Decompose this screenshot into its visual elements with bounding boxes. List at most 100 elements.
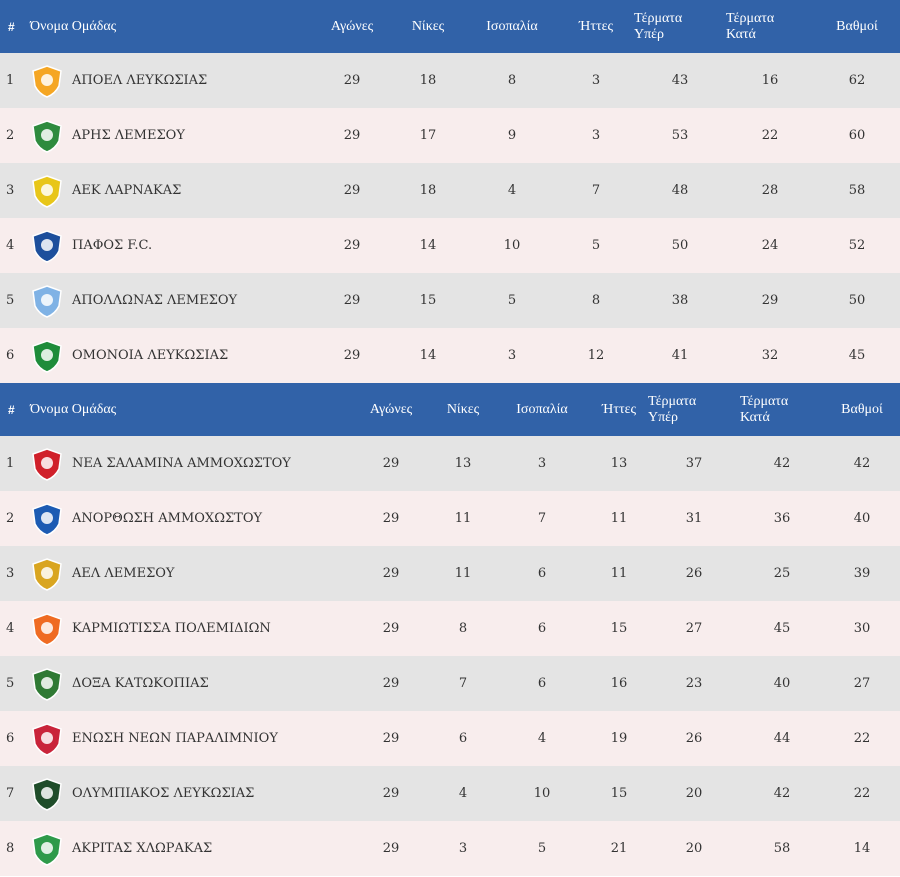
wins-cell: 14 bbox=[419, 238, 437, 253]
points-cell: 14 bbox=[853, 841, 871, 856]
draws-cell: 6 bbox=[537, 621, 547, 636]
table-row: 5 ΑΠΟΛΛΩΝΑΣ ΛΕΜΕΣΟΥ 29 15 5 8 38 29 50 bbox=[0, 273, 900, 328]
team-cell[interactable]: ΔΟΞΑ ΚΑΤΩΚΟΠΙΑΣ bbox=[30, 656, 350, 711]
losses-cell: 19 bbox=[610, 731, 628, 746]
played-cell: 29 bbox=[382, 676, 400, 691]
team-cell[interactable]: ΕΝΩΣΗ ΝΕΩΝ ΠΑΡΑΛΙΜΝΙΟΥ bbox=[30, 711, 350, 766]
team-name[interactable]: ΑΕΛ ΛΕΜΕΣΟΥ bbox=[72, 566, 175, 581]
goals-for-cell: 38 bbox=[671, 293, 689, 308]
team-cell[interactable]: ΑΠΟΕΛ ΛΕΥΚΩΣΙΑΣ bbox=[30, 53, 314, 108]
goals-for-cell: 26 bbox=[685, 731, 703, 746]
points-cell: 42 bbox=[853, 456, 871, 471]
team-cell[interactable]: ΝΕΑ ΣΑΛΑΜΙΝΑ ΑΜΜΟΧΩΣΤΟΥ bbox=[30, 436, 350, 491]
team-cell[interactable]: ΚΑΡΜΙΩΤΙΣΣΑ ΠΟΛΕΜΙΔΙΩΝ bbox=[30, 601, 350, 656]
points-cell: 50 bbox=[848, 293, 866, 308]
team-cell[interactable]: ΑΕΛ ΛΕΜΕΣΟΥ bbox=[30, 546, 350, 601]
goals-against-cell: 40 bbox=[773, 676, 791, 691]
team-cell[interactable]: ΑΡΗΣ ΛΕΜΕΣΟΥ bbox=[30, 108, 314, 163]
wins-cell: 15 bbox=[419, 293, 437, 308]
table-row: 4 ΠΑΦΟΣ F.C. 29 14 10 5 50 24 52 bbox=[0, 218, 900, 273]
championship-table: # Όνομα Ομάδας Αγώνες Νίκες Ισοπαλία Ήττ… bbox=[0, 0, 900, 383]
rank-cell: 6 bbox=[6, 731, 15, 746]
goals-against-cell: 42 bbox=[773, 786, 791, 801]
rank-cell: 1 bbox=[6, 456, 15, 471]
points-cell: 60 bbox=[848, 128, 866, 143]
table-row: 2 ΑΝΟΡΘΩΣΗ ΑΜΜΟΧΩΣΤΟΥ 29 11 7 11 31 36 40 bbox=[0, 491, 900, 546]
olympiakos-logo bbox=[30, 777, 64, 811]
goals-for-cell: 43 bbox=[671, 73, 689, 88]
enp-logo bbox=[30, 722, 64, 756]
header-goals-against: Τέρματα Κατά bbox=[740, 393, 789, 425]
team-name[interactable]: ΑΚΡΙΤΑΣ ΧΛΩΡΑΚΑΣ bbox=[72, 841, 213, 856]
rank-cell: 4 bbox=[6, 238, 15, 253]
rank-cell: 2 bbox=[6, 128, 15, 143]
table-row: 5 ΔΟΞΑ ΚΑΤΩΚΟΠΙΑΣ 29 7 6 16 23 40 27 bbox=[0, 656, 900, 711]
wins-cell: 18 bbox=[419, 183, 437, 198]
goals-for-cell: 27 bbox=[685, 621, 703, 636]
draws-cell: 3 bbox=[507, 348, 517, 363]
rank-cell: 7 bbox=[6, 786, 15, 801]
rank-cell: 5 bbox=[6, 293, 15, 308]
draws-cell: 6 bbox=[537, 566, 547, 581]
nea-salamina-logo bbox=[30, 447, 64, 481]
team-name[interactable]: ΑΕΚ ΛΑΡΝΑΚΑΣ bbox=[72, 183, 182, 198]
goals-against-cell: 58 bbox=[773, 841, 791, 856]
team-cell[interactable]: ΟΜΟΝΟΙΑ ΛΕΥΚΩΣΙΑΣ bbox=[30, 328, 314, 383]
team-cell[interactable]: ΠΑΦΟΣ F.C. bbox=[30, 218, 314, 273]
draws-cell: 4 bbox=[537, 731, 547, 746]
played-cell: 29 bbox=[343, 293, 361, 308]
table-row: 1 ΑΠΟΕΛ ΛΕΥΚΩΣΙΑΣ 29 18 8 3 43 16 62 bbox=[0, 53, 900, 108]
table-row: 4 ΚΑΡΜΙΩΤΙΣΣΑ ΠΟΛΕΜΙΔΙΩΝ 29 8 6 15 27 45 30 bbox=[0, 601, 900, 656]
draws-cell: 7 bbox=[537, 511, 547, 526]
header-wins: Νίκες bbox=[411, 18, 445, 34]
team-name[interactable]: ΕΝΩΣΗ ΝΕΩΝ ΠΑΡΑΛΙΜΝΙΟΥ bbox=[72, 731, 278, 746]
played-cell: 29 bbox=[382, 566, 400, 581]
team-name[interactable]: ΚΑΡΜΙΩΤΙΣΣΑ ΠΟΛΕΜΙΔΙΩΝ bbox=[72, 621, 271, 636]
rank-cell: 1 bbox=[6, 73, 15, 88]
team-name[interactable]: ΑΠΟΕΛ ΛΕΥΚΩΣΙΑΣ bbox=[72, 73, 208, 88]
goals-for-cell: 41 bbox=[671, 348, 689, 363]
header-played: Αγώνες bbox=[369, 401, 413, 417]
goals-against-cell: 32 bbox=[761, 348, 779, 363]
team-name[interactable]: ΑΡΗΣ ΛΕΜΕΣΟΥ bbox=[72, 128, 185, 143]
table-row: 3 ΑΕΛ ΛΕΜΕΣΟΥ 29 11 6 11 26 25 39 bbox=[0, 546, 900, 601]
team-cell[interactable]: ΑΚΡΙΤΑΣ ΧΛΩΡΑΚΑΣ bbox=[30, 821, 350, 876]
goals-for-cell: 48 bbox=[671, 183, 689, 198]
draws-cell: 4 bbox=[507, 183, 517, 198]
points-cell: 62 bbox=[848, 73, 866, 88]
header-draws: Ισοπαλία bbox=[486, 18, 538, 34]
rank-cell: 5 bbox=[6, 676, 15, 691]
losses-cell: 16 bbox=[610, 676, 628, 691]
team-name[interactable]: ΟΛΥΜΠΙΑΚΟΣ ΛΕΥΚΩΣΙΑΣ bbox=[72, 786, 255, 801]
team-name[interactable]: ΑΝΟΡΘΩΣΗ ΑΜΜΟΧΩΣΤΟΥ bbox=[72, 511, 263, 526]
team-cell[interactable]: ΑΝΟΡΘΩΣΗ ΑΜΜΟΧΩΣΤΟΥ bbox=[30, 491, 350, 546]
wins-cell: 7 bbox=[458, 676, 468, 691]
wins-cell: 4 bbox=[458, 786, 468, 801]
karmiotissa-logo bbox=[30, 612, 64, 646]
header-losses: Ήττες bbox=[602, 401, 636, 417]
rank-cell: 3 bbox=[6, 183, 15, 198]
team-cell[interactable]: ΑΠΟΛΛΩΝΑΣ ΛΕΜΕΣΟΥ bbox=[30, 273, 314, 328]
goals-for-cell: 31 bbox=[685, 511, 703, 526]
team-name[interactable]: ΔΟΞΑ ΚΑΤΩΚΟΠΙΑΣ bbox=[72, 676, 209, 691]
losses-cell: 7 bbox=[591, 183, 601, 198]
points-cell: 40 bbox=[853, 511, 871, 526]
team-name[interactable]: ΝΕΑ ΣΑΛΑΜΙΝΑ ΑΜΜΟΧΩΣΤΟΥ bbox=[72, 456, 291, 471]
goals-for-cell: 50 bbox=[671, 238, 689, 253]
table-row: 1 ΝΕΑ ΣΑΛΑΜΙΝΑ ΑΜΜΟΧΩΣΤΟΥ 29 13 3 13 37 42 42 bbox=[0, 436, 900, 491]
points-cell: 52 bbox=[848, 238, 866, 253]
goals-for-cell: 20 bbox=[685, 786, 703, 801]
draws-cell: 8 bbox=[507, 73, 517, 88]
team-name[interactable]: ΟΜΟΝΟΙΑ ΛΕΥΚΩΣΙΑΣ bbox=[72, 348, 229, 363]
draws-cell: 6 bbox=[537, 676, 547, 691]
played-cell: 29 bbox=[343, 73, 361, 88]
goals-for-cell: 20 bbox=[685, 841, 703, 856]
points-cell: 30 bbox=[853, 621, 871, 636]
wins-cell: 11 bbox=[454, 511, 472, 526]
team-cell[interactable]: ΑΕΚ ΛΑΡΝΑΚΑΣ bbox=[30, 163, 314, 218]
played-cell: 29 bbox=[382, 456, 400, 471]
team-name[interactable]: ΠΑΦΟΣ F.C. bbox=[72, 238, 153, 253]
team-name[interactable]: ΑΠΟΛΛΩΝΑΣ ΛΕΜΕΣΟΥ bbox=[72, 293, 238, 308]
team-cell[interactable]: ΟΛΥΜΠΙΑΚΟΣ ΛΕΥΚΩΣΙΑΣ bbox=[30, 766, 350, 821]
rank-cell: 6 bbox=[6, 348, 15, 363]
